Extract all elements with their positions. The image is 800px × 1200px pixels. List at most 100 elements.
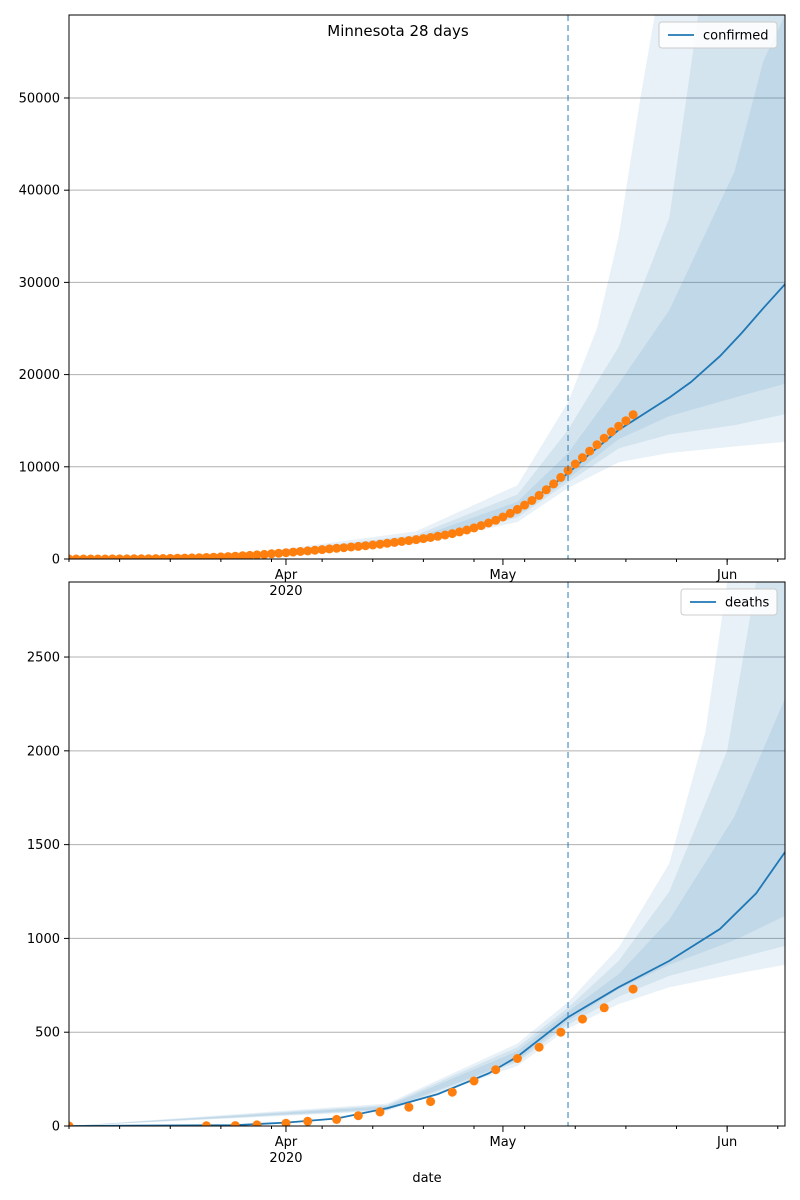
observed-point (440, 530, 450, 540)
y-tick-label: 2500 (27, 651, 60, 666)
observed-point (512, 1054, 522, 1063)
observed-point (187, 553, 197, 559)
observed-point (397, 537, 407, 546)
observed-point (469, 1076, 479, 1086)
observed-point (245, 550, 255, 559)
observed-point (216, 552, 226, 559)
x-tick-sublabel: 2020 (269, 1151, 302, 1166)
figure-title: Minnesota 28 days (327, 22, 469, 40)
observed-point (534, 490, 544, 500)
observed-point (578, 1014, 587, 1024)
observed-point (201, 1121, 211, 1126)
observed-point (447, 529, 457, 539)
observed-point (230, 1121, 240, 1126)
observed-point (303, 1116, 313, 1126)
observed-point (628, 410, 638, 420)
observed-point (136, 554, 146, 559)
observed-point (346, 542, 356, 552)
observed-point (368, 540, 378, 550)
observed-point (375, 539, 385, 549)
observed-point (158, 554, 168, 559)
observed-point (151, 554, 161, 559)
observed-point (180, 553, 190, 559)
observed-point (512, 504, 522, 514)
observed-point (606, 427, 616, 437)
uncertainty-band (69, 15, 785, 559)
uncertainty-band (69, 582, 785, 1126)
y-tick-label: 50000 (19, 91, 60, 106)
observed-point (317, 545, 327, 555)
observed-point (599, 433, 609, 443)
observed-point (361, 541, 370, 551)
x-tick-label: Apr (275, 1135, 298, 1150)
y-tick-label: 0 (52, 1120, 60, 1135)
observed-point (230, 551, 240, 559)
observed-point (107, 554, 117, 559)
x-tick-label: May (489, 1135, 516, 1150)
observed-point (447, 1087, 457, 1097)
observed-point (527, 496, 537, 505)
observed-point (549, 479, 559, 489)
observed-point (252, 550, 262, 559)
x-axis-label: date (412, 1171, 441, 1186)
observed-point (267, 549, 276, 559)
observed-point (599, 1003, 609, 1013)
observed-point (324, 544, 334, 554)
observed-point (274, 548, 284, 558)
observed-point (556, 1027, 566, 1037)
observed-point (570, 459, 580, 469)
observed-point (100, 554, 110, 559)
observed-point (404, 536, 414, 546)
observed-point (173, 553, 182, 559)
plot-area (69, 582, 785, 1126)
x-tick-sublabel: 2020 (269, 584, 302, 599)
observed-point (332, 543, 342, 553)
observed-point (455, 527, 464, 537)
observed-point (520, 500, 530, 510)
observed-point (592, 440, 602, 450)
observed-point (86, 554, 96, 559)
observed-point (578, 453, 587, 463)
observed-point (469, 523, 479, 533)
y-tick-label: 500 (35, 1026, 60, 1041)
observed-point (281, 548, 291, 558)
y-tick-label: 1500 (27, 838, 60, 853)
y-tick-label: 2000 (27, 744, 60, 759)
observed-point (79, 554, 88, 559)
uncertainty-band (69, 15, 785, 559)
observed-point (462, 525, 472, 535)
model-line-deaths (69, 851, 785, 1126)
observed-point (252, 1120, 262, 1126)
observed-point (295, 547, 305, 556)
observed-point (115, 554, 125, 559)
legend-label: confirmed (703, 29, 769, 44)
y-tick-label: 30000 (19, 276, 60, 291)
plot-area (69, 15, 785, 559)
observed-point (534, 1042, 544, 1052)
axes-frame (68, 581, 786, 1127)
observed-point (259, 549, 269, 559)
y-tick-label: 0 (52, 553, 60, 568)
x-tick-label: May (489, 568, 516, 583)
observed-point (498, 512, 508, 522)
observed-point (165, 553, 175, 559)
observed-point (382, 538, 392, 548)
observed-point (491, 1065, 501, 1075)
legend-label: deaths (725, 596, 770, 611)
observed-point (69, 1121, 74, 1126)
observed-point (375, 1107, 385, 1117)
observed-point (404, 1102, 414, 1112)
observed-point (556, 472, 566, 482)
observed-point (122, 554, 132, 559)
observed-point (129, 554, 139, 559)
observed-point (281, 1118, 291, 1126)
observed-point (339, 543, 349, 553)
observed-point (194, 553, 204, 559)
observed-point (505, 508, 515, 518)
y-tick-label: 10000 (19, 460, 60, 475)
observed-point (491, 515, 501, 525)
observed-point (411, 535, 421, 545)
observed-point (433, 531, 443, 541)
